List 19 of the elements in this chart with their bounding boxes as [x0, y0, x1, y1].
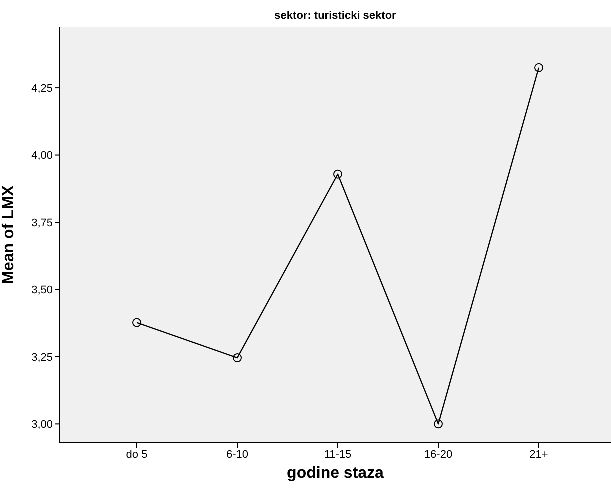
- point: [334, 170, 342, 179]
- x-tick-label: do 5: [126, 448, 148, 461]
- y-tick-label: 3,00: [32, 419, 53, 432]
- y-axis-title: Mean of LMX: [0, 185, 18, 284]
- point: [132, 318, 142, 328]
- y-tick-label: 3,50: [32, 284, 53, 297]
- point: [434, 420, 443, 429]
- chart-title: sektor: turisticki sektor: [274, 10, 398, 22]
- x-tick-label: 21+: [530, 448, 548, 461]
- point: [534, 63, 544, 72]
- x-tick-label: 11-15: [324, 448, 352, 461]
- y-tick-label: 3,75: [32, 217, 53, 230]
- x-tick-label: 6-10: [226, 448, 249, 461]
- point: [233, 354, 242, 363]
- x-tick-label: 16-20: [424, 448, 453, 461]
- x-axis-title: godine staza: [287, 465, 384, 482]
- y-tick-label: 3,25: [32, 352, 53, 364]
- y-tick-label: 4,00: [32, 150, 53, 162]
- y-tick-label: 4,25: [32, 82, 53, 95]
